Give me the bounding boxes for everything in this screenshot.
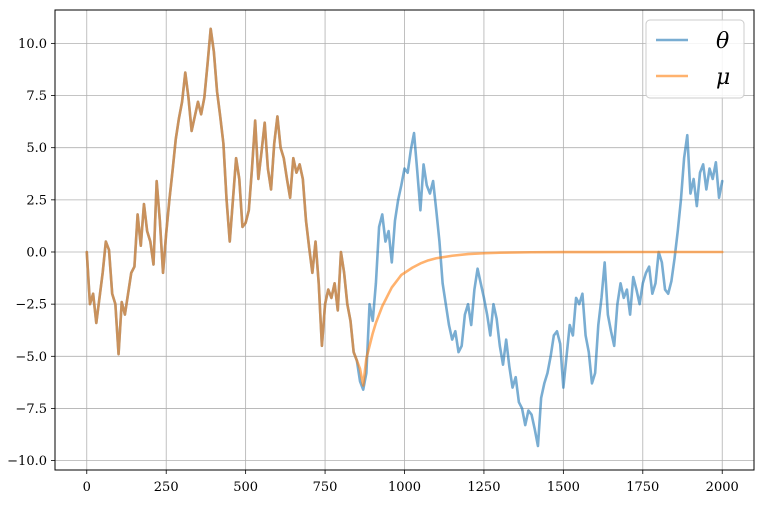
legend: θμ (645, 19, 745, 99)
y-tick-label: 2.5 (26, 193, 47, 208)
y-tick-label: −5.0 (15, 350, 47, 365)
y-tick-label: −7.5 (15, 402, 47, 417)
y-tick-label: 10.0 (18, 37, 47, 52)
x-tick-label: 750 (313, 480, 338, 495)
series-lines (85, 27, 724, 448)
x-tick-label: 250 (154, 480, 179, 495)
y-tick-label: −10.0 (7, 454, 47, 469)
axis-ticks: 0 250 500 750 1000 1250 1500 1750 2000 −10.0 −7.5 −… (7, 37, 739, 495)
legend-label: θ (716, 29, 729, 54)
x-tick-label: 1750 (626, 480, 659, 495)
x-tick-label: 1500 (547, 480, 580, 495)
x-tick-label: 2000 (706, 480, 739, 495)
legend-label: μ (716, 65, 730, 90)
x-tick-label: 500 (233, 480, 258, 495)
x-tick-label: 1000 (388, 480, 421, 495)
series-line-mu (85, 27, 724, 387)
y-tick-label: −2.5 (15, 298, 47, 313)
x-tick-label: 1250 (467, 480, 500, 495)
y-tick-label: 0.0 (26, 245, 47, 260)
grid-lines (55, 10, 754, 470)
y-tick-label: 7.5 (26, 89, 47, 104)
x-tick-label: 0 (83, 480, 91, 495)
y-tick-label: 5.0 (26, 141, 47, 156)
